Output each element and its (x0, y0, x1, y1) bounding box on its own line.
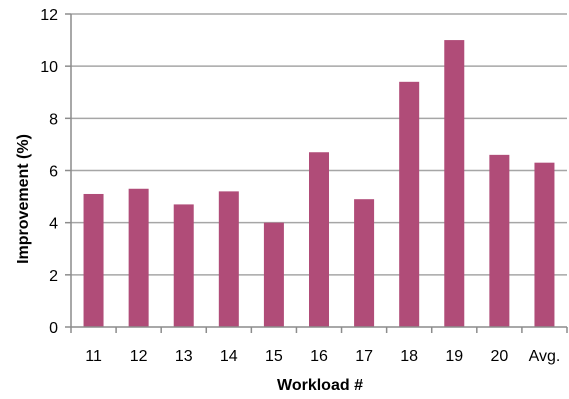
bar-16 (309, 152, 329, 327)
bar-15 (263, 222, 284, 327)
bar-14 (218, 191, 239, 327)
y-axis-title: Improvement (%) (15, 134, 32, 264)
bar-17 (354, 199, 375, 327)
x-tick-label: 19 (445, 348, 463, 365)
x-tick-label: 14 (220, 348, 238, 365)
x-tick-label: 15 (265, 348, 283, 365)
x-tick-label: 12 (130, 348, 148, 365)
bar-11 (83, 193, 104, 327)
axes (65, 13, 568, 333)
y-tick-label: 2 (49, 268, 58, 285)
y-tick-label: 6 (49, 164, 58, 181)
bar-Avg. (534, 162, 555, 327)
bar-13 (173, 204, 194, 327)
y-tick-label: 0 (49, 320, 58, 337)
x-axis-title: Workload # (277, 377, 363, 394)
x-tick-label: 17 (355, 348, 373, 365)
x-tick-label: 16 (310, 348, 328, 365)
x-tick-label: 11 (85, 348, 102, 365)
tick-labels: 0 2 4 6 8 10 12 11 12 13 14 15 16 17 18 19 20 Avg. (40, 7, 560, 365)
bar-12 (128, 188, 149, 327)
y-tick-label: 12 (40, 7, 58, 24)
x-tick-label: 13 (175, 348, 193, 365)
bars (83, 40, 555, 327)
y-tick-label: 8 (49, 111, 58, 128)
bar-19 (444, 40, 465, 327)
x-tick-label: Avg. (529, 348, 561, 365)
x-tick-label: 18 (400, 348, 418, 365)
y-tick-label: 10 (40, 59, 58, 76)
bar-18 (399, 81, 420, 327)
y-tick-label: 4 (49, 216, 58, 233)
x-tick-label: 20 (490, 348, 508, 365)
bar-20 (489, 154, 510, 327)
